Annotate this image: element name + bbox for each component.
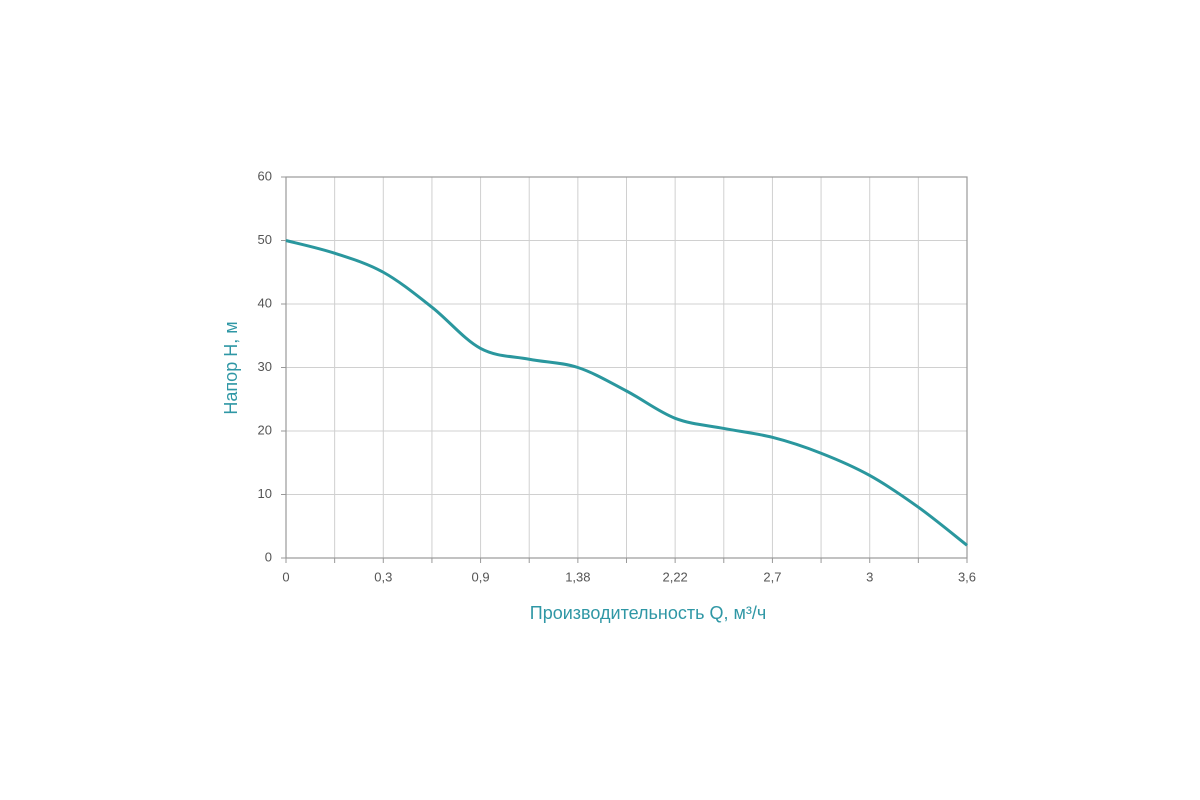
- x-tick-label: 0,9: [472, 569, 490, 584]
- x-tick-label: 0: [282, 569, 289, 584]
- y-tick-label: 60: [258, 168, 272, 183]
- x-tick-label: 2,7: [763, 569, 781, 584]
- line-series: [285, 239, 968, 547]
- y-axis-title: Напор Н, м: [221, 321, 241, 414]
- x-tick-label: 3: [866, 569, 873, 584]
- y-tick-label: 30: [258, 359, 272, 374]
- x-tick-label: 3,6: [958, 569, 976, 584]
- x-tick-label: 2,22: [662, 569, 687, 584]
- y-tick-label: 40: [258, 295, 272, 310]
- x-axis-title: Производительность Q, м³/ч: [530, 603, 766, 623]
- y-tick-label: 0: [265, 549, 272, 564]
- y-tick-label: 10: [258, 486, 272, 501]
- x-tick-label: 1,38: [565, 569, 590, 584]
- y-tick-label: 50: [258, 232, 272, 247]
- x-tick-label: 0,3: [374, 569, 392, 584]
- y-tick-label: 20: [258, 422, 272, 437]
- plot-border: [285, 176, 968, 559]
